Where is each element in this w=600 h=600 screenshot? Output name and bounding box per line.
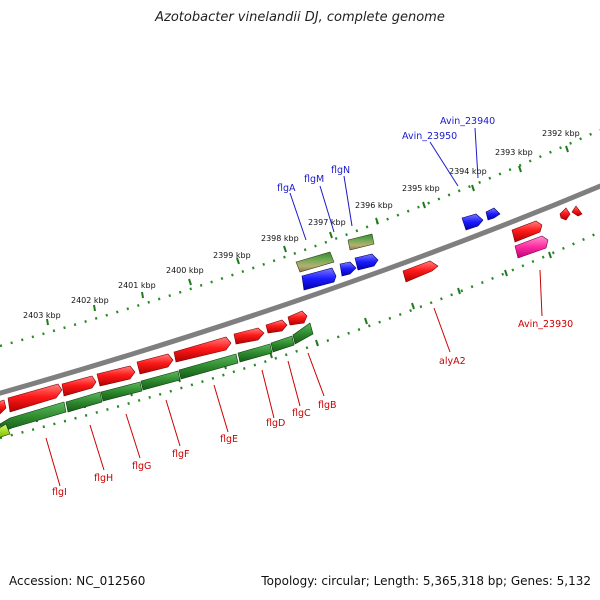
- tick-label: 2403 kbp: [23, 311, 61, 320]
- gene-label-flgA: flgA: [277, 183, 296, 194]
- gene-arrow: [559, 207, 571, 221]
- gene-arrow: [295, 251, 335, 273]
- gene-label-flgM: flgM: [304, 174, 324, 185]
- gene-arrow: [96, 365, 136, 387]
- blue-genes: [301, 207, 501, 291]
- gene-arrow: [0, 423, 11, 438]
- gene-arrow: [347, 233, 375, 251]
- gene-arrow: [339, 261, 357, 277]
- gene-arrow: [0, 399, 7, 415]
- gene-label-flgB: flgB: [318, 400, 337, 411]
- gene-label-flgI: flgI: [52, 487, 67, 498]
- mixed-genes: [295, 233, 375, 273]
- gene-arrow: [292, 322, 314, 345]
- gene-arrow: [237, 343, 273, 363]
- gene-arrow: [140, 370, 181, 391]
- gene-arrow: [511, 220, 543, 243]
- gene-label-flgE: flgE: [220, 434, 238, 445]
- map-title: Azotobacter vinelandii DJ, complete geno…: [155, 10, 445, 25]
- tick-label: 2401 kbp: [118, 281, 156, 290]
- gene-label-flgF: flgF: [172, 449, 189, 460]
- gene-arrow: [485, 207, 501, 221]
- genome-backbone: [0, 183, 600, 396]
- gene-arrow: [571, 205, 583, 217]
- gene-arrow: [461, 213, 484, 231]
- forward-genes: [0, 205, 583, 415]
- inner-tick-ring: [0, 230, 600, 440]
- tick-label: 2394 kbp: [449, 167, 487, 176]
- tick-label: 2399 kbp: [213, 251, 251, 260]
- labels-above: flgA flgM flgN Avin_23950 Avin_23940: [277, 116, 495, 194]
- gene-arrow: [233, 327, 265, 345]
- gene-arrow: [173, 336, 232, 363]
- gene-label-flgN: flgN: [331, 165, 350, 176]
- gene-arrow: [136, 353, 174, 375]
- tick-label: 2400 kbp: [166, 266, 204, 275]
- tick-label: 2396 kbp: [355, 201, 393, 210]
- gene-label-avin-23930: Avin_23930: [518, 319, 573, 330]
- gene-label-avin-23950: Avin_23950: [402, 131, 457, 142]
- gene-arrow: [100, 381, 143, 402]
- callout-lines-red: [45, 269, 543, 487]
- gene-arrow: [514, 235, 549, 259]
- tick-label: 2398 kbp: [261, 234, 299, 243]
- gene-label-flgG: flgG: [132, 461, 151, 472]
- tick-labels: 2392 kbp 2393 kbp 2394 kbp 2395 kbp 2396…: [23, 129, 580, 320]
- genome-summary-text: Topology: circular; Length: 5,365,318 bp…: [261, 574, 591, 588]
- tick-label: 2402 kbp: [71, 296, 109, 305]
- gene-arrow: [287, 310, 308, 326]
- tick-label: 2397 kbp: [308, 218, 346, 227]
- accession-text: Accession: NC_012560: [9, 574, 146, 588]
- gene-label-avin-23940: Avin_23940: [440, 116, 495, 127]
- gene-arrow: [402, 260, 439, 283]
- gene-arrow: [7, 383, 63, 413]
- labels-below: flgI flgH flgG flgF flgE flgD flgC flgB …: [52, 319, 573, 498]
- gene-arrow: [265, 319, 288, 334]
- gene-arrow: [178, 353, 239, 380]
- tick-label: 2392 kbp: [542, 129, 580, 138]
- gene-arrow: [61, 375, 97, 397]
- outer-major-ticks: [46, 145, 569, 326]
- callout-lines-blue: [289, 127, 479, 241]
- gene-arrow: [354, 253, 379, 271]
- gene-arrow: [270, 335, 295, 353]
- outer-tick-ring: [0, 128, 600, 348]
- gene-arrow: [301, 267, 337, 291]
- gene-label-flgD: flgD: [266, 418, 285, 429]
- gene-label-alyA2: alyA2: [439, 356, 466, 367]
- tick-label: 2393 kbp: [495, 148, 533, 157]
- gene-arrow: [65, 391, 103, 413]
- gene-label-flgC: flgC: [292, 408, 311, 419]
- tick-label: 2395 kbp: [402, 184, 440, 193]
- gene-label-flgH: flgH: [94, 473, 113, 484]
- reverse-genes: [0, 322, 314, 438]
